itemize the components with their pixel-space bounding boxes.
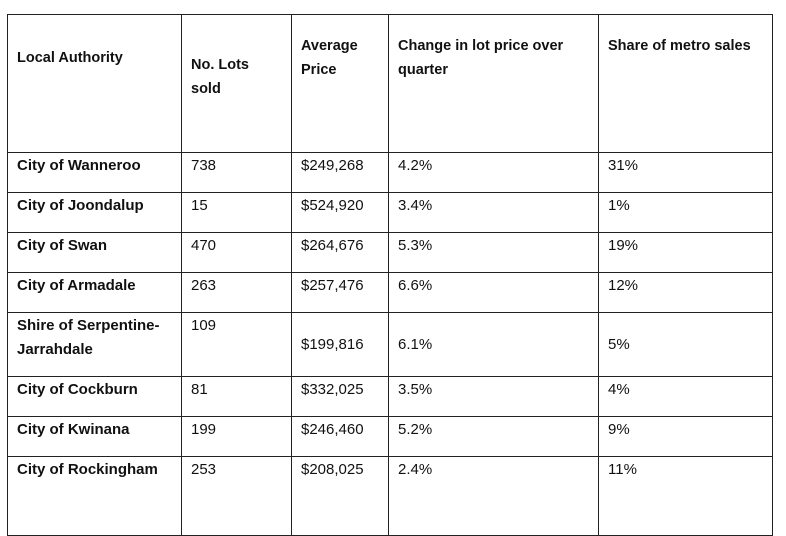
table-row: City of Cockburn 81 $332,025 3.5% 4% [7,376,773,417]
cell-price: $332,025 [291,376,389,417]
cell-authority: City of Cockburn [7,376,182,417]
table-row: City of Kwinana 199 $246,460 5.2% 9% [7,416,773,457]
cell-change: 4.2% [388,152,599,193]
cell-authority: City of Wanneroo [7,152,182,193]
header-lots-sold: No. Lots sold [181,14,292,153]
cell-change: 5.3% [388,232,599,273]
header-average-price: Average Price [291,14,389,153]
cell-share: 11% [598,456,773,536]
cell-share: 1% [598,192,773,233]
header-metro-share: Share of metro sales [598,14,773,153]
cell-lots: 263 [181,272,292,313]
cell-authority: City of Swan [7,232,182,273]
cell-change: 3.4% [388,192,599,233]
cell-lots: 15 [181,192,292,233]
cell-share: 9% [598,416,773,457]
cell-authority: City of Armadale [7,272,182,313]
table-row: City of Swan 470 $264,676 5.3% 19% [7,232,773,273]
cell-share: 4% [598,376,773,417]
cell-lots: 253 [181,456,292,536]
cell-price: $249,268 [291,152,389,193]
cell-change: 6.6% [388,272,599,313]
cell-change: 2.4% [388,456,599,536]
cell-lots: 109 [181,312,292,377]
cell-share: 31% [598,152,773,193]
cell-price: $199,816 [291,312,389,377]
table-row: City of Armadale 263 $257,476 6.6% 12% [7,272,773,313]
cell-lots: 81 [181,376,292,417]
table-row: City of Wanneroo 738 $249,268 4.2% 31% [7,152,773,193]
cell-change: 3.5% [388,376,599,417]
cell-authority: City of Rockingham [7,456,182,536]
lot-sales-table: Local Authority No. Lots sold Average Pr… [7,14,773,536]
cell-authority: Shire of Serpentine-Jarrahdale [7,312,182,377]
cell-lots: 199 [181,416,292,457]
cell-change: 6.1% [388,312,599,377]
cell-share: 19% [598,232,773,273]
table-row: Shire of Serpentine-Jarrahdale 109 $199,… [7,312,773,377]
cell-price: $524,920 [291,192,389,233]
table-row: City of Joondalup 15 $524,920 3.4% 1% [7,192,773,233]
cell-change: 5.2% [388,416,599,457]
cell-authority: City of Joondalup [7,192,182,233]
header-price-change: Change in lot price over quarter [388,14,599,153]
cell-share: 12% [598,272,773,313]
cell-lots: 470 [181,232,292,273]
cell-share: 5% [598,312,773,377]
cell-lots: 738 [181,152,292,193]
table-header-row: Local Authority No. Lots sold Average Pr… [7,14,773,153]
cell-price: $257,476 [291,272,389,313]
cell-price: $208,025 [291,456,389,536]
cell-authority: City of Kwinana [7,416,182,457]
table-row: City of Rockingham 253 $208,025 2.4% 11% [7,456,773,536]
header-local-authority: Local Authority [7,14,182,153]
cell-price: $264,676 [291,232,389,273]
cell-price: $246,460 [291,416,389,457]
